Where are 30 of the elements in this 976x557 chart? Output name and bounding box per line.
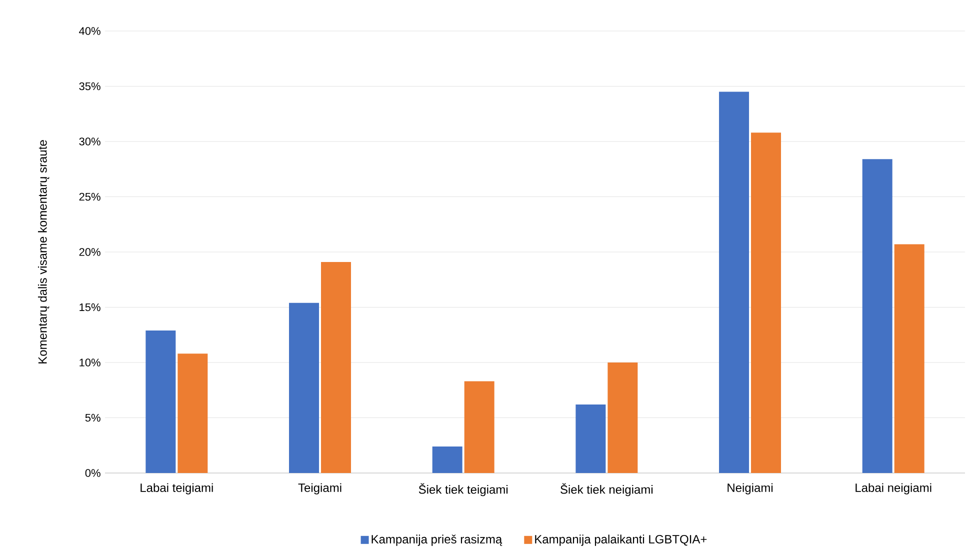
x-tick-label: Labai neigiami xyxy=(856,483,932,494)
y-tick-label: 5% xyxy=(85,414,100,422)
y-tick-label: 25% xyxy=(79,192,100,201)
legend-label: Kampanija prieš rasizmą xyxy=(372,534,502,546)
x-tick-label: Neigiami xyxy=(728,483,773,494)
bar xyxy=(751,132,782,473)
bar xyxy=(608,362,638,473)
x-tick-label: Šiek tiek teigiami xyxy=(418,483,508,496)
bar xyxy=(894,244,924,473)
bar xyxy=(862,159,892,473)
legend-label: Kampanija palaikanti LGBTQIA+ xyxy=(535,534,707,546)
y-tick-label: 20% xyxy=(79,248,100,256)
bar xyxy=(576,404,606,473)
y-axis-title: Komentarų dalis visame komentarų sraute xyxy=(38,140,50,364)
bar xyxy=(464,381,494,473)
y-tick-label: 40% xyxy=(79,27,100,35)
bar xyxy=(719,92,750,473)
y-tick-label: 30% xyxy=(79,138,100,146)
x-tick-label: Teigiami xyxy=(298,483,342,494)
x-tick-label: Šiek tiek neigiami xyxy=(560,483,653,496)
bar xyxy=(321,262,351,473)
bar xyxy=(146,330,176,473)
bar xyxy=(178,354,208,473)
y-tick-label: 0% xyxy=(85,469,100,477)
bar xyxy=(289,302,320,473)
bar xyxy=(432,446,462,473)
y-tick-label: 35% xyxy=(79,82,100,90)
y-tick-label: 10% xyxy=(80,358,100,366)
y-tick-label: 15% xyxy=(80,303,100,312)
x-tick-label: Labai teigiami xyxy=(140,483,213,494)
